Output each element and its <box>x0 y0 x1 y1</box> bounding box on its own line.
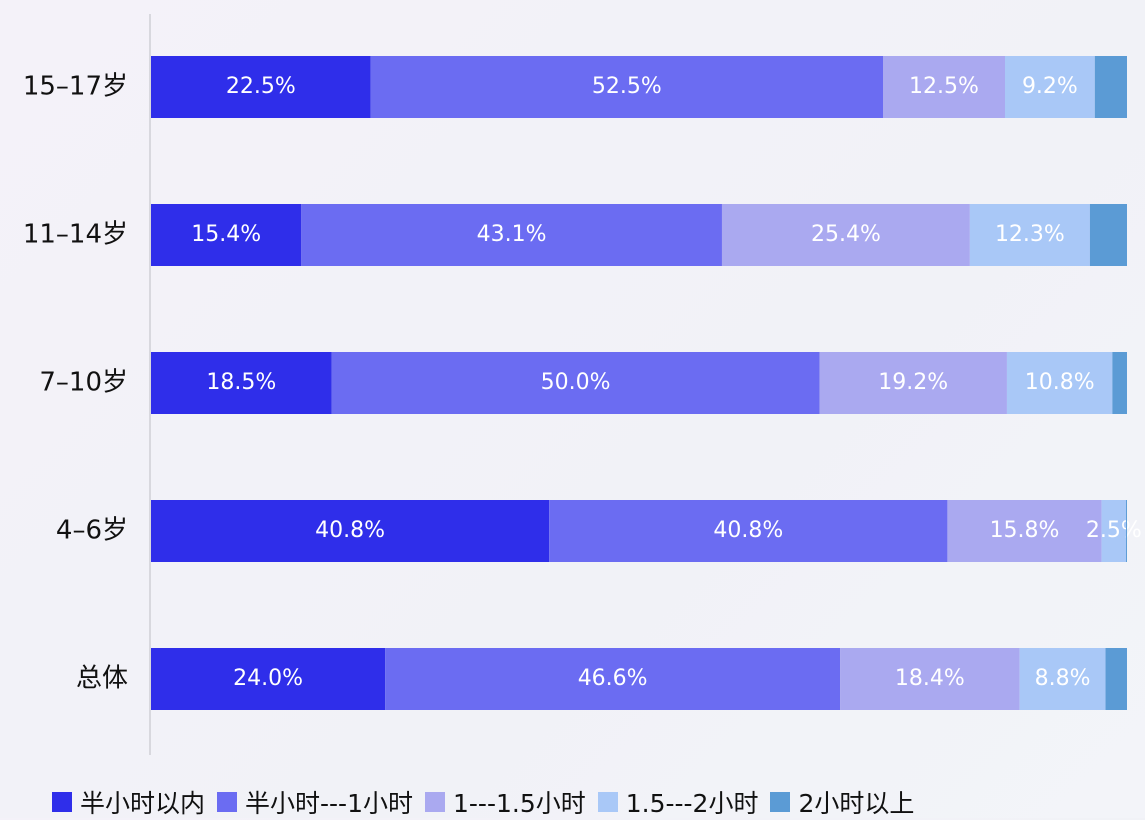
legend-swatch <box>425 792 445 812</box>
bar-segment <box>151 648 386 710</box>
legend-swatch <box>217 792 238 812</box>
chart: 15–17岁 22.5% 52.5% 12.5% 9.2% 11–14岁 15.4% 43.1… <box>22 14 1142 755</box>
legend-label: 半小时以内 <box>80 789 206 818</box>
data-label: 2.5% <box>1086 518 1142 543</box>
legend-swatch <box>597 792 618 812</box>
data-label: 8.8% <box>1035 666 1091 691</box>
legend-label: 1.5---2小时 <box>625 789 759 818</box>
bar-segment <box>1094 56 1127 118</box>
data-label: 12.5% <box>909 74 979 99</box>
legend-item: 半小时---1小时 <box>217 784 413 820</box>
data-label: 24.0% <box>233 666 303 691</box>
category-label: 总体 <box>76 664 128 694</box>
bar-segment <box>1126 500 1127 562</box>
legend-item: 2小时以上 <box>770 784 914 820</box>
category-label: 15–17岁 <box>23 72 128 102</box>
bar-segment <box>370 56 884 118</box>
category-label: 7–10岁 <box>39 368 128 398</box>
data-label: 25.4% <box>811 222 881 247</box>
data-label: 15.8% <box>990 518 1060 543</box>
bar-segment <box>301 204 722 266</box>
data-label: 10.8% <box>1025 370 1095 395</box>
bar-segment <box>947 500 1102 562</box>
data-label: 18.4% <box>895 666 965 691</box>
bar-segment <box>721 204 970 266</box>
bar-segment <box>151 204 302 266</box>
data-label: 43.1% <box>477 222 547 247</box>
bar-segment <box>969 204 1090 266</box>
legend-label: 2小时以上 <box>798 789 915 818</box>
bar-segment <box>151 352 332 414</box>
data-label: 46.6% <box>578 666 648 691</box>
data-label: 15.4% <box>191 222 261 247</box>
legend-label: 半小时---1小时 <box>245 789 413 818</box>
bar-segment <box>1112 352 1127 414</box>
legend-item: 半小时以内 <box>52 784 205 820</box>
bar-segment <box>331 352 820 414</box>
data-label: 18.5% <box>206 370 276 395</box>
bar-segment <box>1019 648 1106 710</box>
data-label: 50.0% <box>541 370 611 395</box>
bar-segment <box>819 352 1007 414</box>
category-label: 4–6岁 <box>56 516 128 546</box>
legend-swatch <box>770 792 791 812</box>
bar-segment <box>151 56 371 118</box>
bar-segment <box>1005 56 1095 118</box>
legend-item: 1.5---2小时 <box>597 784 759 820</box>
bar-segment <box>385 648 841 710</box>
bar-segment <box>549 500 948 562</box>
data-label: 9.2% <box>1022 74 1078 99</box>
data-label: 19.2% <box>878 370 948 395</box>
bar-segment <box>840 648 1020 710</box>
data-label: 12.3% <box>995 222 1065 247</box>
legend-swatch <box>52 792 72 812</box>
legend-item: 1---1.5小时 <box>425 784 586 820</box>
bar-segment <box>151 500 550 562</box>
bar-segment <box>1006 352 1113 414</box>
legend-label: 1---1.5小时 <box>453 789 586 818</box>
data-label: 40.8% <box>315 518 385 543</box>
category-label: 11–14岁 <box>23 220 128 250</box>
data-label: 22.5% <box>226 74 296 99</box>
legend: 半小时以内 半小时---1小时 1---1.5小时 1.5---2小时 2小时以上 <box>52 784 926 820</box>
data-label: 40.8% <box>713 518 783 543</box>
bar-segment <box>1101 500 1127 562</box>
bar-segment <box>1105 648 1127 710</box>
bar-segment <box>1089 204 1127 266</box>
bar-segment <box>883 56 1005 118</box>
data-label: 52.5% <box>592 74 662 99</box>
